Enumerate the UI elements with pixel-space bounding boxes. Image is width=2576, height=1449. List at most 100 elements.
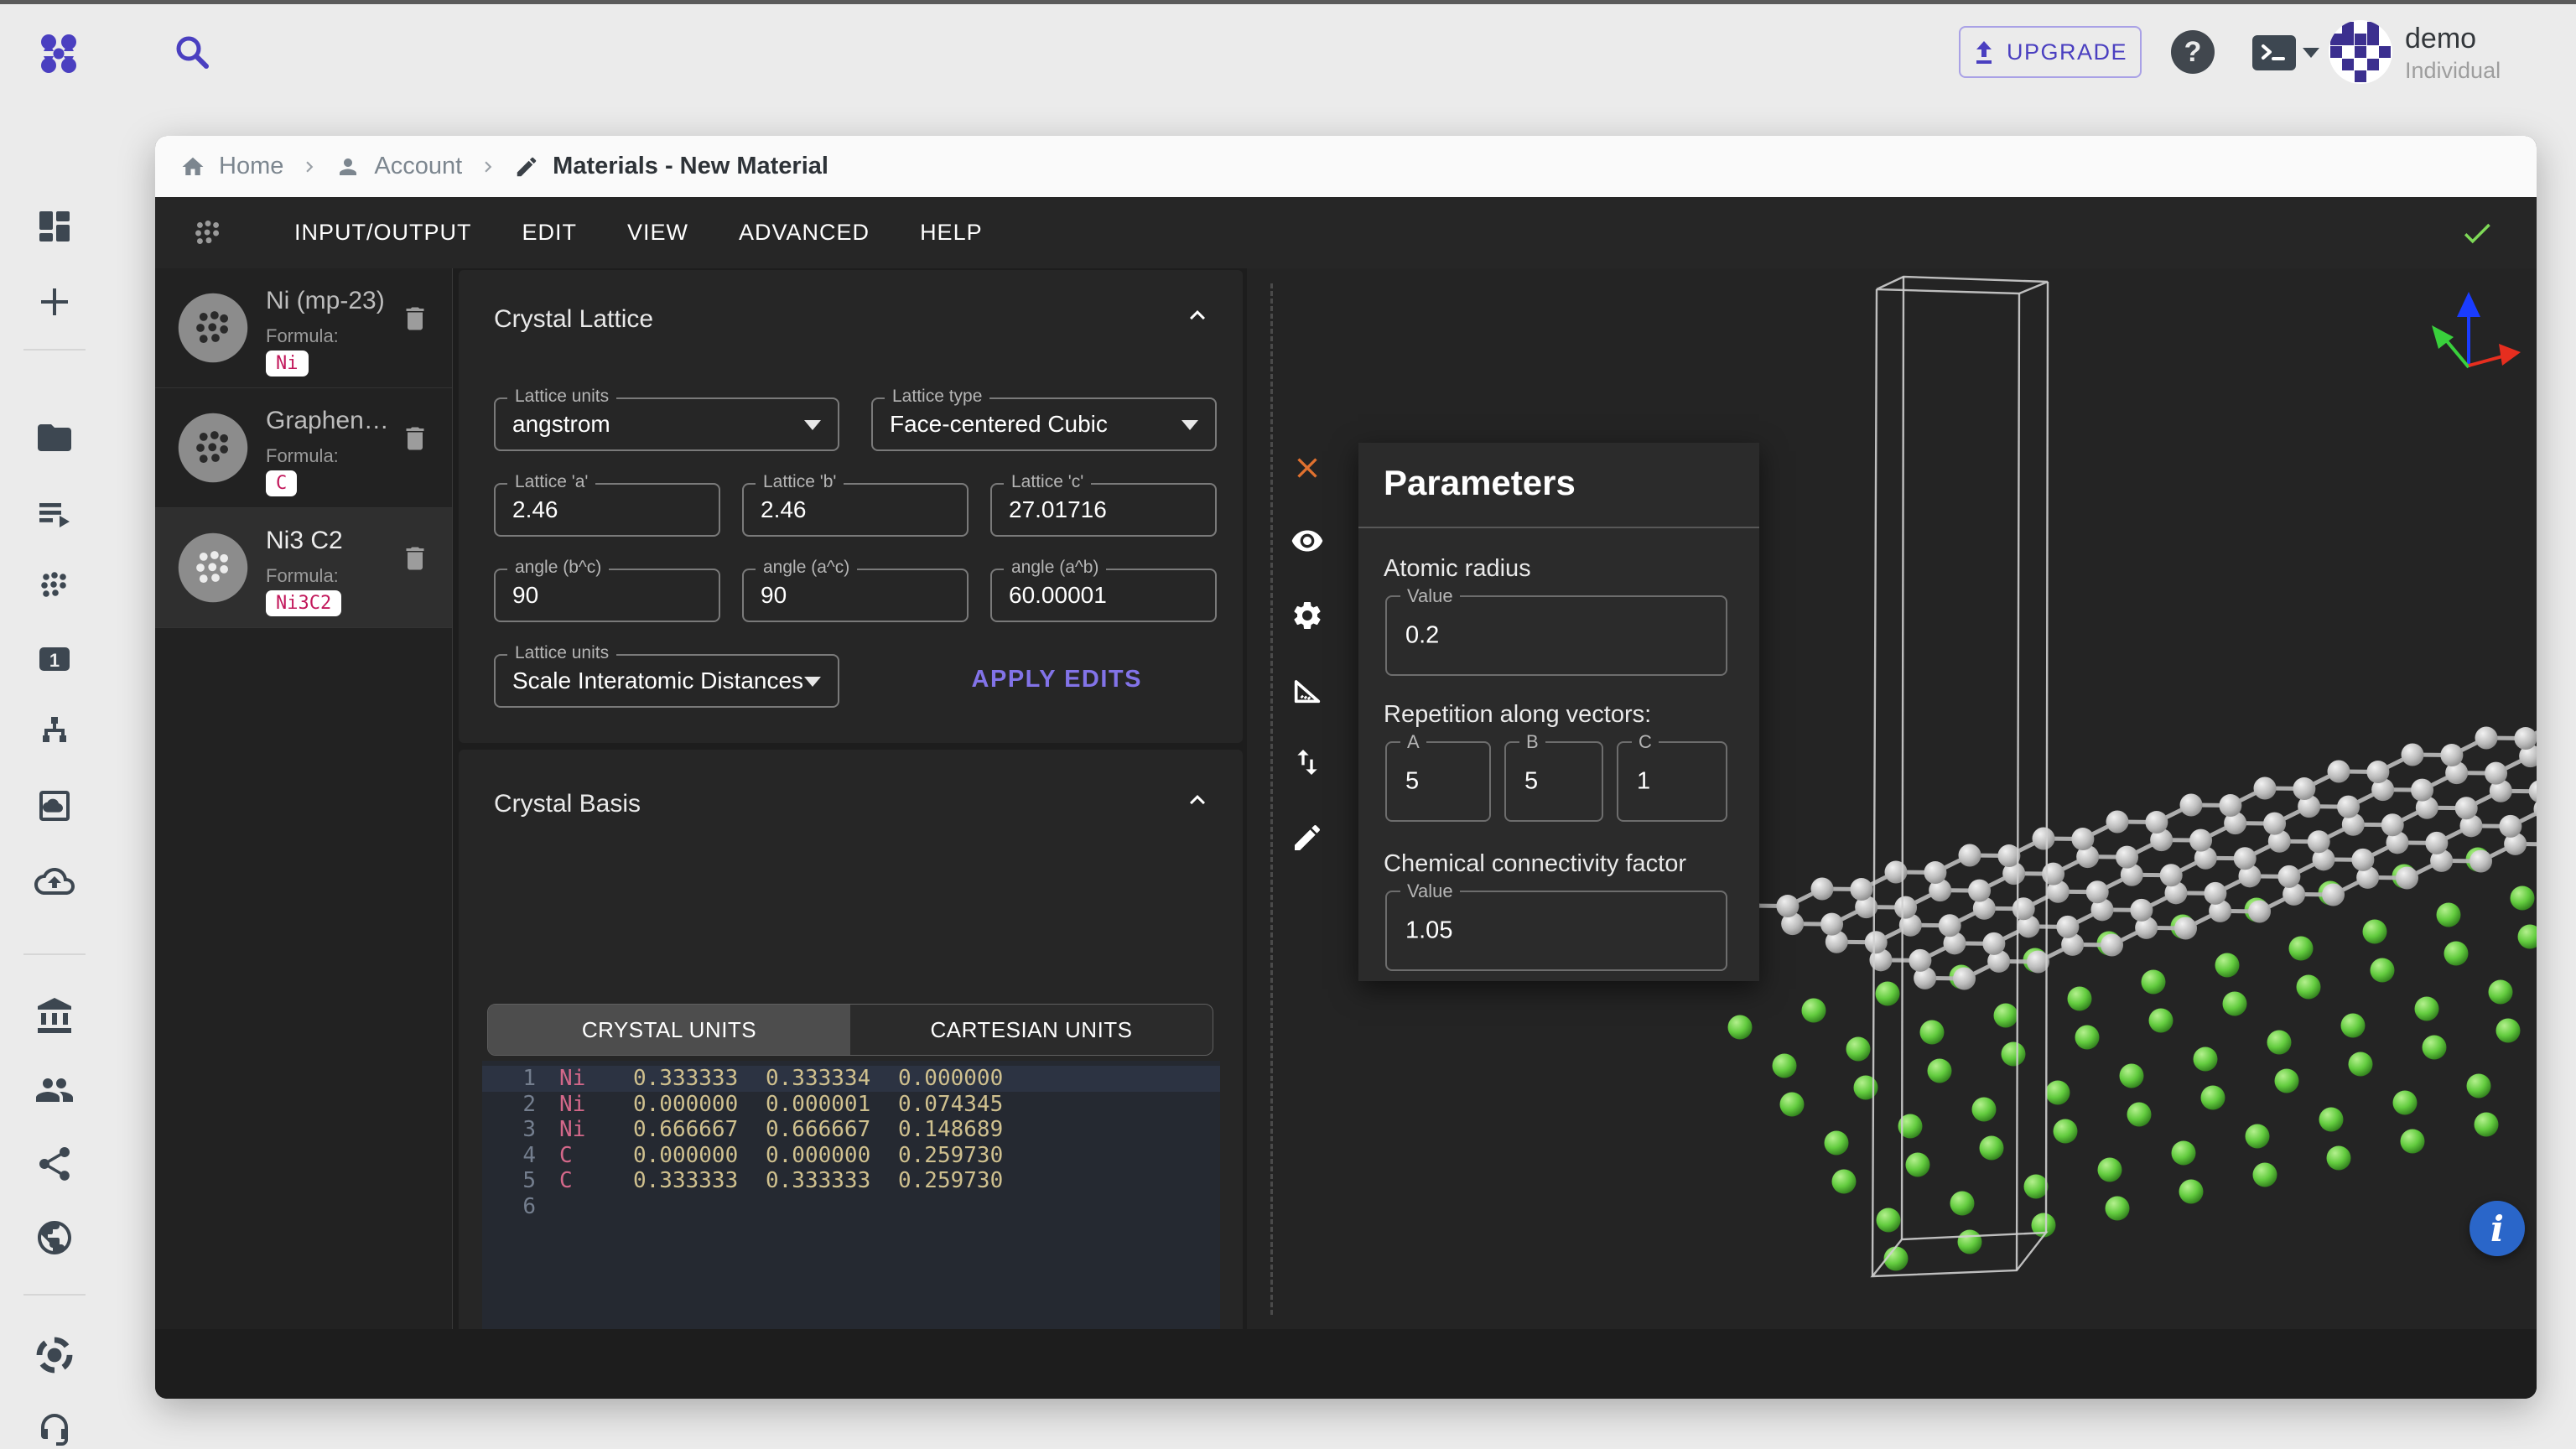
headset-icon[interactable]	[34, 1409, 75, 1449]
repetition-a-label: A	[1400, 731, 1426, 753]
apply-edits-button[interactable]: APPLY EDITS	[972, 666, 1142, 693]
lattice-b-input[interactable]: Lattice 'b' 2.46	[742, 483, 969, 537]
crystal-lattice-section: Crystal Lattice Lattice units angstrom L…	[459, 270, 1243, 743]
save-check-icon[interactable]	[2459, 216, 2495, 251]
close-viewer-icon[interactable]	[1291, 451, 1324, 485]
bank-icon[interactable]	[34, 996, 75, 1036]
tab-crystal-units[interactable]: CRYSTAL UNITS	[488, 1005, 850, 1055]
connectivity-label: Chemical connectivity factor	[1384, 850, 1686, 878]
materials-icon[interactable]	[34, 565, 75, 605]
angle-beta-input[interactable]: angle (a^c) 90	[742, 569, 969, 622]
molecule-menu-icon[interactable]	[189, 214, 227, 252]
material-item-2[interactable]: Ni3 C2Formula:Ni3C2	[155, 508, 452, 628]
settings-gear-icon[interactable]	[1291, 599, 1324, 632]
atomic-radius-input[interactable]: Value 0.2	[1385, 595, 1727, 676]
measure-ruler-icon[interactable]	[1291, 673, 1324, 707]
basis-row-5[interactable]: 5C0.3333330.3333330.259730	[482, 1168, 1220, 1194]
element-symbol: C	[559, 1143, 633, 1169]
app-logo-icon[interactable]	[38, 33, 80, 75]
material-avatar	[175, 530, 251, 605]
media-icon[interactable]	[34, 786, 75, 826]
delete-material-icon[interactable]	[400, 304, 430, 334]
line-number: 2	[482, 1092, 536, 1118]
search-icon[interactable]	[173, 33, 211, 71]
visibility-icon[interactable]	[1291, 524, 1324, 558]
basis-code-editor[interactable]: 1Ni0.3333330.3333340.0000002Ni0.0000000.…	[482, 1061, 1220, 1329]
delete-material-icon[interactable]	[400, 543, 430, 574]
line-number: 1	[482, 1066, 536, 1092]
line-number: 6	[482, 1194, 536, 1220]
basis-row-2[interactable]: 2Ni0.0000000.0000010.074345	[482, 1092, 1220, 1118]
menu-item-advanced[interactable]: ADVANCED	[714, 208, 895, 257]
dashboard-icon[interactable]	[34, 206, 75, 247]
user-name[interactable]: demo	[2405, 23, 2476, 55]
lattice-a-value: 2.46	[512, 496, 558, 523]
angle-gamma-input[interactable]: angle (a^b) 60.00001	[990, 569, 1217, 622]
basis-row-6[interactable]: 6	[482, 1194, 1220, 1220]
material-item-1[interactable]: Graphene (…Formula:C	[155, 388, 452, 508]
cloud-upload-icon[interactable]	[34, 861, 75, 901]
coordinate-value: 0.259730	[898, 1143, 1031, 1169]
basis-row-4[interactable]: 4C0.0000000.0000000.259730	[482, 1143, 1220, 1169]
breadcrumb-home[interactable]: Home	[180, 153, 283, 180]
menu-item-input-output[interactable]: INPUT/OUTPUT	[269, 208, 497, 257]
collapse-chevron-icon[interactable]	[1182, 300, 1213, 330]
basis-units-tabs: CRYSTAL UNITS CARTESIAN UNITS	[487, 1004, 1213, 1056]
people-icon[interactable]	[34, 1070, 75, 1110]
terminal-icon[interactable]	[2252, 35, 2296, 70]
basis-row-3[interactable]: 3Ni0.6666670.6666670.148689	[482, 1117, 1220, 1143]
workflows-icon[interactable]: 1	[34, 639, 75, 679]
angle-alpha-value: 90	[512, 582, 538, 609]
rail-divider	[23, 1294, 86, 1296]
lattice-a-input[interactable]: Lattice 'a' 2.46	[494, 483, 720, 537]
connectivity-input[interactable]: Value 1.05	[1385, 891, 1727, 971]
repetition-c-input[interactable]: C 1	[1617, 741, 1727, 822]
hierarchy-icon[interactable]	[34, 712, 75, 752]
breadcrumb-account[interactable]: Account	[335, 153, 462, 180]
share-icon[interactable]	[34, 1144, 75, 1184]
angle-alpha-input[interactable]: angle (b^c) 90	[494, 569, 720, 622]
basis-row-1[interactable]: 1Ni0.3333330.3333340.000000	[482, 1066, 1220, 1092]
repetition-c-label: C	[1632, 731, 1659, 753]
globe-icon[interactable]	[34, 1218, 75, 1258]
coordinate-value: 0.333333	[633, 1066, 766, 1092]
menu-item-edit[interactable]: EDIT	[497, 208, 603, 257]
angle-alpha-label: angle (b^c)	[507, 558, 609, 578]
material-title: Graphene (…	[266, 407, 400, 435]
element-symbol: Ni	[559, 1092, 633, 1118]
repetition-b-label: B	[1519, 731, 1545, 753]
scale-units-select[interactable]: Lattice units Scale Interatomic Distance…	[494, 654, 839, 708]
menu-item-help[interactable]: HELP	[895, 208, 1008, 257]
material-title: Ni3 C2	[266, 527, 343, 555]
repetition-b-value: 5	[1524, 768, 1538, 796]
folder-icon[interactable]	[34, 418, 75, 458]
lattice-a-label: Lattice 'a'	[507, 472, 595, 492]
user-avatar[interactable]	[2329, 20, 2392, 84]
tab-cartesian-units[interactable]: CARTESIAN UNITS	[850, 1005, 1213, 1055]
add-icon[interactable]	[34, 282, 75, 322]
coordinate-value: 0.666667	[633, 1117, 766, 1143]
material-item-0[interactable]: Ni (mp-23)Formula:Ni	[155, 268, 452, 388]
help-icon[interactable]: ?	[2171, 30, 2215, 74]
upgrade-button[interactable]: UPGRADE	[1959, 26, 2142, 78]
info-button[interactable]: i	[2470, 1201, 2525, 1256]
delete-material-icon[interactable]	[400, 423, 430, 454]
menu-item-view[interactable]: VIEW	[602, 208, 714, 257]
collapse-chevron-icon[interactable]	[1182, 785, 1213, 815]
support-wheel-icon[interactable]	[34, 1335, 75, 1375]
repetition-a-input[interactable]: A 5	[1385, 741, 1491, 822]
lattice-c-input[interactable]: Lattice 'c' 27.01716	[990, 483, 1217, 537]
lattice-units-select[interactable]: Lattice units angstrom	[494, 397, 839, 451]
coordinate-value: 0.074345	[898, 1092, 1031, 1118]
main-card: Home Account Materials - New Material	[155, 136, 2537, 1399]
repetition-b-input[interactable]: B 5	[1504, 741, 1603, 822]
swap-vert-icon[interactable]	[1291, 745, 1324, 779]
terminal-dropdown-caret[interactable]	[2303, 48, 2319, 58]
lattice-type-select[interactable]: Lattice type Face-centered Cubic	[871, 397, 1217, 451]
lattice-b-value: 2.46	[761, 496, 807, 523]
jobs-list-icon[interactable]	[34, 493, 75, 533]
coordinate-value: 0.333334	[766, 1066, 898, 1092]
panel-resize-handle[interactable]	[1270, 283, 1273, 1315]
coordinate-value: 0.000000	[766, 1143, 898, 1169]
edit-pencil-icon[interactable]	[1291, 821, 1324, 854]
